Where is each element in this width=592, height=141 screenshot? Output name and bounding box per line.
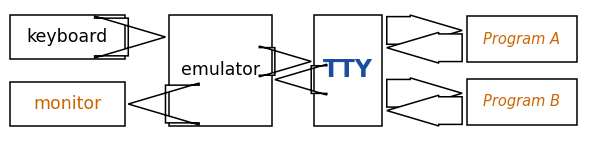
Polygon shape — [95, 16, 166, 58]
Bar — [314, 15, 382, 126]
Polygon shape — [128, 83, 199, 125]
Text: monitor: monitor — [33, 95, 101, 113]
Text: emulator: emulator — [181, 61, 260, 80]
Bar — [9, 15, 125, 59]
Bar — [467, 16, 577, 62]
Polygon shape — [387, 15, 462, 46]
Text: keyboard: keyboard — [27, 28, 108, 46]
Text: Program B: Program B — [484, 94, 561, 109]
Polygon shape — [387, 95, 462, 126]
Bar — [169, 15, 272, 126]
Polygon shape — [259, 46, 311, 77]
Polygon shape — [387, 78, 462, 109]
Bar — [9, 82, 125, 126]
Text: TTY: TTY — [323, 59, 373, 82]
Polygon shape — [275, 64, 327, 95]
Text: Program A: Program A — [484, 32, 561, 47]
Polygon shape — [387, 32, 462, 63]
Bar — [467, 79, 577, 125]
